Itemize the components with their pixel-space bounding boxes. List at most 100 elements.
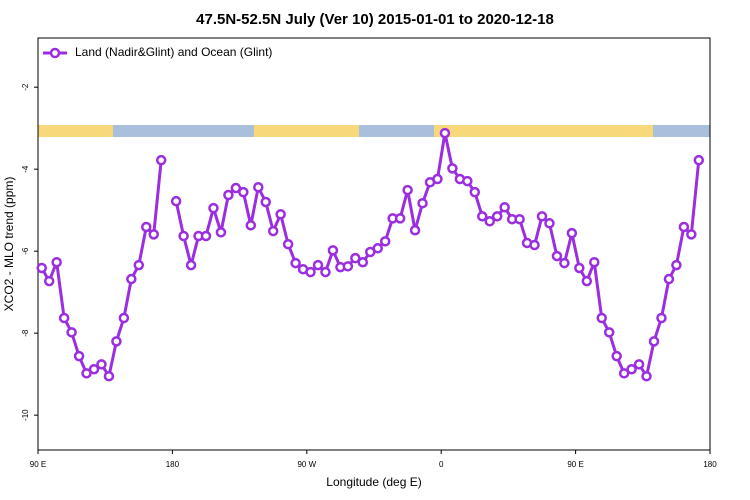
data-point (596, 312, 607, 324)
data-point (126, 273, 137, 285)
data-point (536, 211, 548, 222)
x-tick-label: 180 (166, 460, 180, 469)
data-point (372, 243, 383, 254)
legend-label: Land (Nadir&Glint) and Ocean (Glint) (75, 45, 272, 59)
data-point (350, 252, 361, 264)
land-strip (38, 125, 113, 137)
ocean-strip (113, 125, 254, 137)
ocean-strip (359, 125, 434, 137)
data-point (305, 266, 316, 278)
data-point (633, 359, 645, 370)
x-tick-label: 180 (703, 460, 717, 469)
y-tick-label: -10 (21, 409, 30, 421)
y-tick-label: -6 (21, 247, 30, 255)
data-point (320, 266, 331, 278)
data-point (439, 127, 451, 139)
data-point (402, 184, 413, 196)
data-point (103, 370, 115, 382)
data-point (589, 256, 600, 268)
data-point (484, 215, 495, 227)
data-point (603, 327, 615, 338)
data-point (312, 259, 324, 271)
data-point (208, 202, 219, 214)
data-point (671, 259, 682, 271)
legend-marker (49, 47, 61, 59)
x-tick-label: 90 W (297, 460, 316, 469)
data-point (574, 262, 585, 274)
data-point (238, 186, 249, 198)
y-tick-label: -8 (21, 329, 30, 337)
data-point (327, 245, 339, 256)
data-point (491, 211, 503, 222)
x-axis-label: Longitude (deg E) (326, 475, 421, 489)
data-point (342, 261, 354, 272)
data-point (253, 181, 264, 193)
data-point (58, 312, 70, 324)
data-point (656, 312, 667, 324)
data-point (81, 368, 92, 379)
data-point (432, 173, 443, 185)
data-point (648, 336, 660, 347)
data-point (282, 238, 294, 250)
data-point (559, 257, 570, 269)
data-point (290, 257, 301, 269)
data-point (611, 350, 622, 362)
x-tick-label: 90 E (30, 460, 46, 469)
data-point (267, 225, 279, 237)
data-point (544, 218, 555, 229)
data-point (178, 230, 189, 242)
data-point (566, 227, 578, 239)
data-point (118, 312, 130, 324)
data-point (394, 213, 406, 224)
data-point (133, 259, 145, 271)
data-point (447, 163, 458, 174)
data-point (641, 370, 652, 382)
land-strip (254, 125, 359, 137)
data-point (663, 273, 675, 285)
data-point (357, 256, 369, 268)
data-point (51, 256, 62, 268)
y-tick-label: -2 (21, 83, 30, 91)
data-point (223, 189, 234, 201)
data-point (409, 225, 421, 236)
data-point (66, 327, 77, 338)
y-axis-label: XCO2 - MLO trend (ppm) (2, 177, 16, 312)
data-point (275, 209, 286, 220)
data-point (141, 221, 152, 233)
surface-band (38, 125, 710, 137)
data-point (96, 359, 107, 370)
chart-title: 47.5N-52.5N July (Ver 10) 2015-01-01 to … (196, 11, 554, 28)
data-point (185, 259, 197, 271)
data-point (230, 182, 242, 194)
data-point (260, 196, 271, 208)
data-point (111, 336, 122, 347)
data-point (678, 221, 690, 233)
x-tick-label: 0 (439, 460, 444, 469)
data-point (200, 230, 212, 242)
data-point (514, 213, 525, 225)
data-point (477, 211, 488, 222)
data-point (618, 368, 630, 379)
ocean-strip (653, 125, 710, 137)
land-strip (434, 125, 653, 137)
data-point (462, 175, 473, 187)
x-tick-label: 90 E (567, 460, 583, 469)
data-point (551, 250, 563, 262)
data-point (36, 262, 47, 274)
data-point (417, 197, 428, 209)
data-point (73, 350, 85, 362)
data-point (686, 229, 697, 240)
data-point (245, 220, 257, 231)
data-point (693, 154, 705, 166)
data-point (215, 227, 227, 238)
data-point (626, 363, 637, 375)
data-point (529, 239, 540, 251)
data-point (379, 236, 391, 247)
data-point (170, 195, 182, 207)
data-point (469, 186, 481, 198)
y-tick-label: -4 (21, 165, 30, 173)
data-point (499, 202, 510, 213)
data-point (148, 229, 159, 240)
data-point (43, 275, 55, 287)
